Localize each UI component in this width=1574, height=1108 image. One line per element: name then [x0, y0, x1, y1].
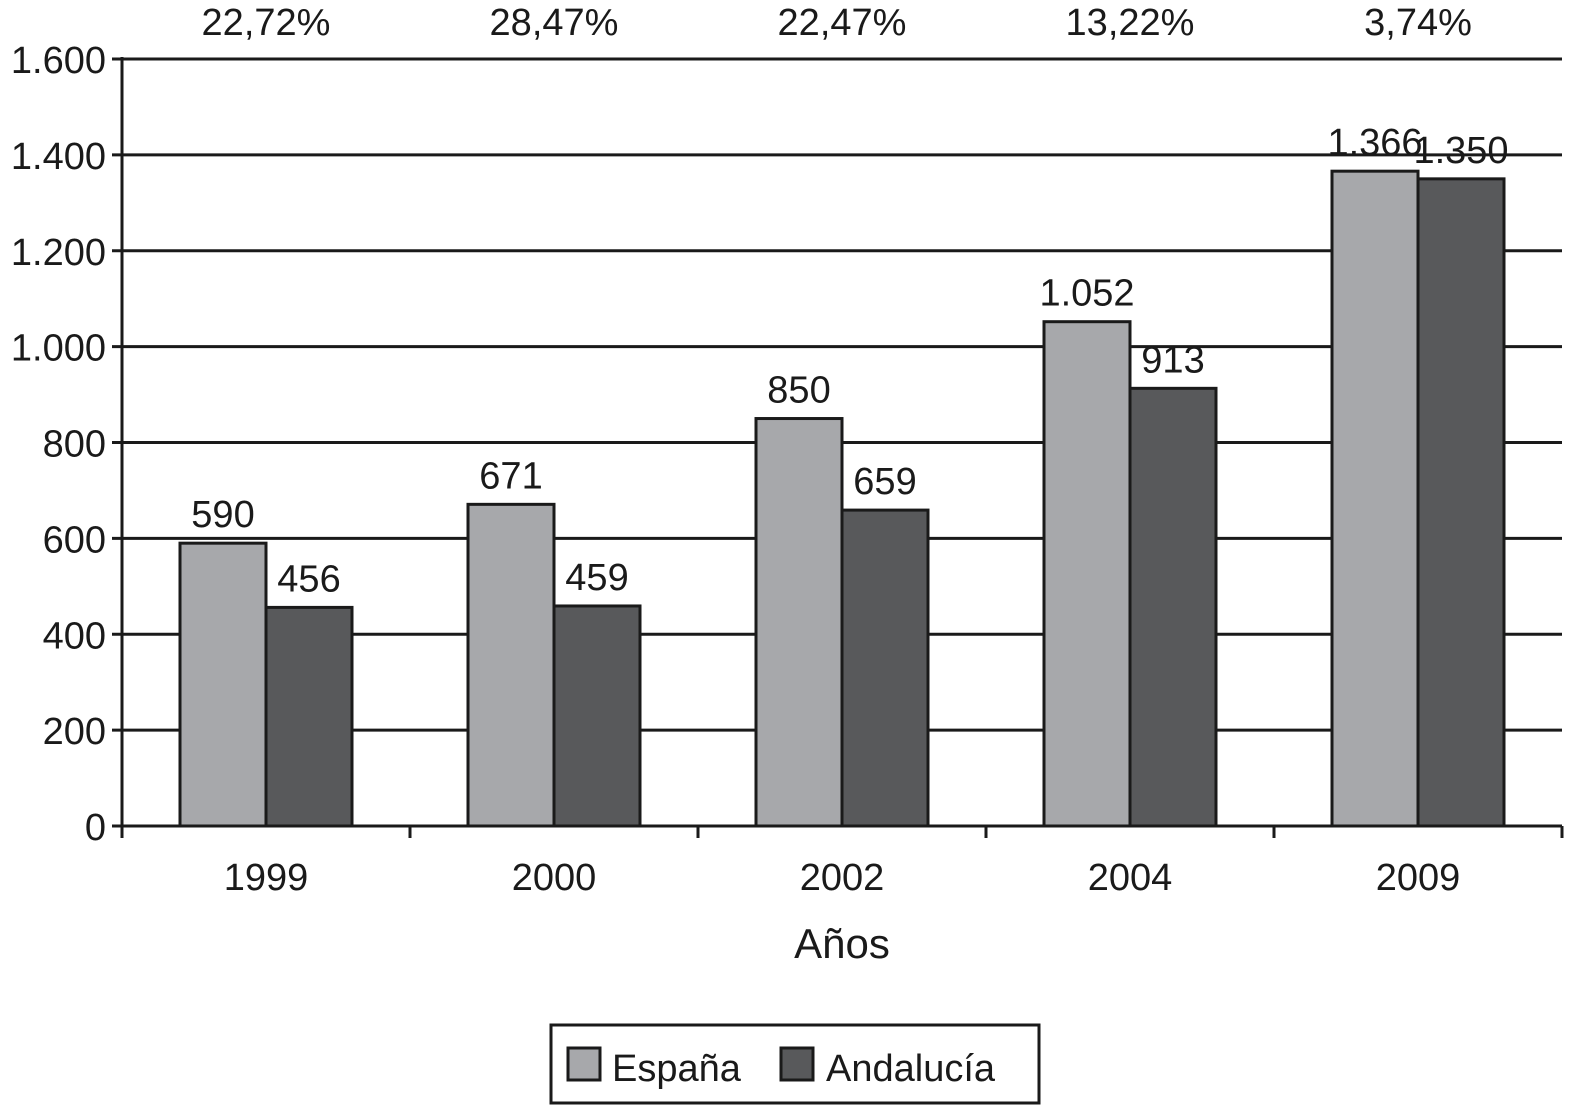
data-label: 1.350 [1413, 130, 1508, 172]
legend-swatch-andalucia [779, 1046, 815, 1082]
top-annotation: 13,22% [1066, 2, 1195, 44]
axes [112, 57, 1564, 838]
y-tick-label: 200 [43, 711, 106, 753]
data-label: 850 [767, 370, 830, 412]
top-annotation: 3,74% [1364, 2, 1472, 44]
y-tick-label: 1.600 [11, 40, 106, 82]
bar-andalucia-2004 [1128, 386, 1218, 828]
top-annotation: 22,72% [202, 2, 331, 44]
x-axis-title: Años [794, 920, 890, 967]
y-tick-label: 1.400 [11, 136, 106, 178]
data-label: 659 [853, 461, 916, 503]
x-tick-label: 2002 [800, 857, 885, 899]
legend: España Andalucía [549, 1023, 1041, 1105]
x-tick-label: 2004 [1088, 857, 1173, 899]
bar-espana-2002 [754, 417, 844, 828]
bar-andalucia-2002 [840, 508, 930, 828]
y-tick-label: 800 [43, 424, 106, 466]
bars [178, 169, 1506, 828]
bar-andalucia-2000 [552, 604, 642, 828]
bar-espana-1999 [178, 541, 268, 828]
data-label: 671 [479, 455, 542, 497]
bar-espana-2004 [1042, 320, 1132, 828]
data-label: 1.366 [1327, 122, 1422, 164]
y-tick-label: 1.000 [11, 328, 106, 370]
data-label: 459 [565, 557, 628, 599]
data-label: 590 [191, 494, 254, 536]
bar-espana-2000 [466, 502, 556, 828]
legend-label-andalucia: Andalucía [826, 1048, 996, 1090]
data-label: 1.052 [1039, 273, 1134, 315]
bar-andalucia-1999 [264, 605, 354, 828]
data-label: 456 [277, 558, 340, 600]
legend-swatch-espana [566, 1046, 602, 1082]
bar-andalucia-2009 [1416, 177, 1506, 828]
x-tick-label: 2009 [1376, 857, 1461, 899]
y-tick-label: 1.200 [11, 232, 106, 274]
x-tick-label: 2000 [512, 857, 597, 899]
y-tick-label: 0 [85, 807, 106, 849]
data-label: 913 [1141, 339, 1204, 381]
legend-label-espana: España [612, 1048, 742, 1090]
top-annotation: 28,47% [490, 2, 619, 44]
top-annotation: 22,47% [778, 2, 907, 44]
labels: 0 200 400 600 800 1.000 1.200 1.400 1.600 590 456 1… [11, 2, 1509, 899]
x-tick-label: 1999 [224, 857, 309, 899]
y-tick-label: 600 [43, 519, 106, 561]
bar-espana-2009 [1330, 169, 1420, 828]
y-tick-label: 400 [43, 615, 106, 657]
